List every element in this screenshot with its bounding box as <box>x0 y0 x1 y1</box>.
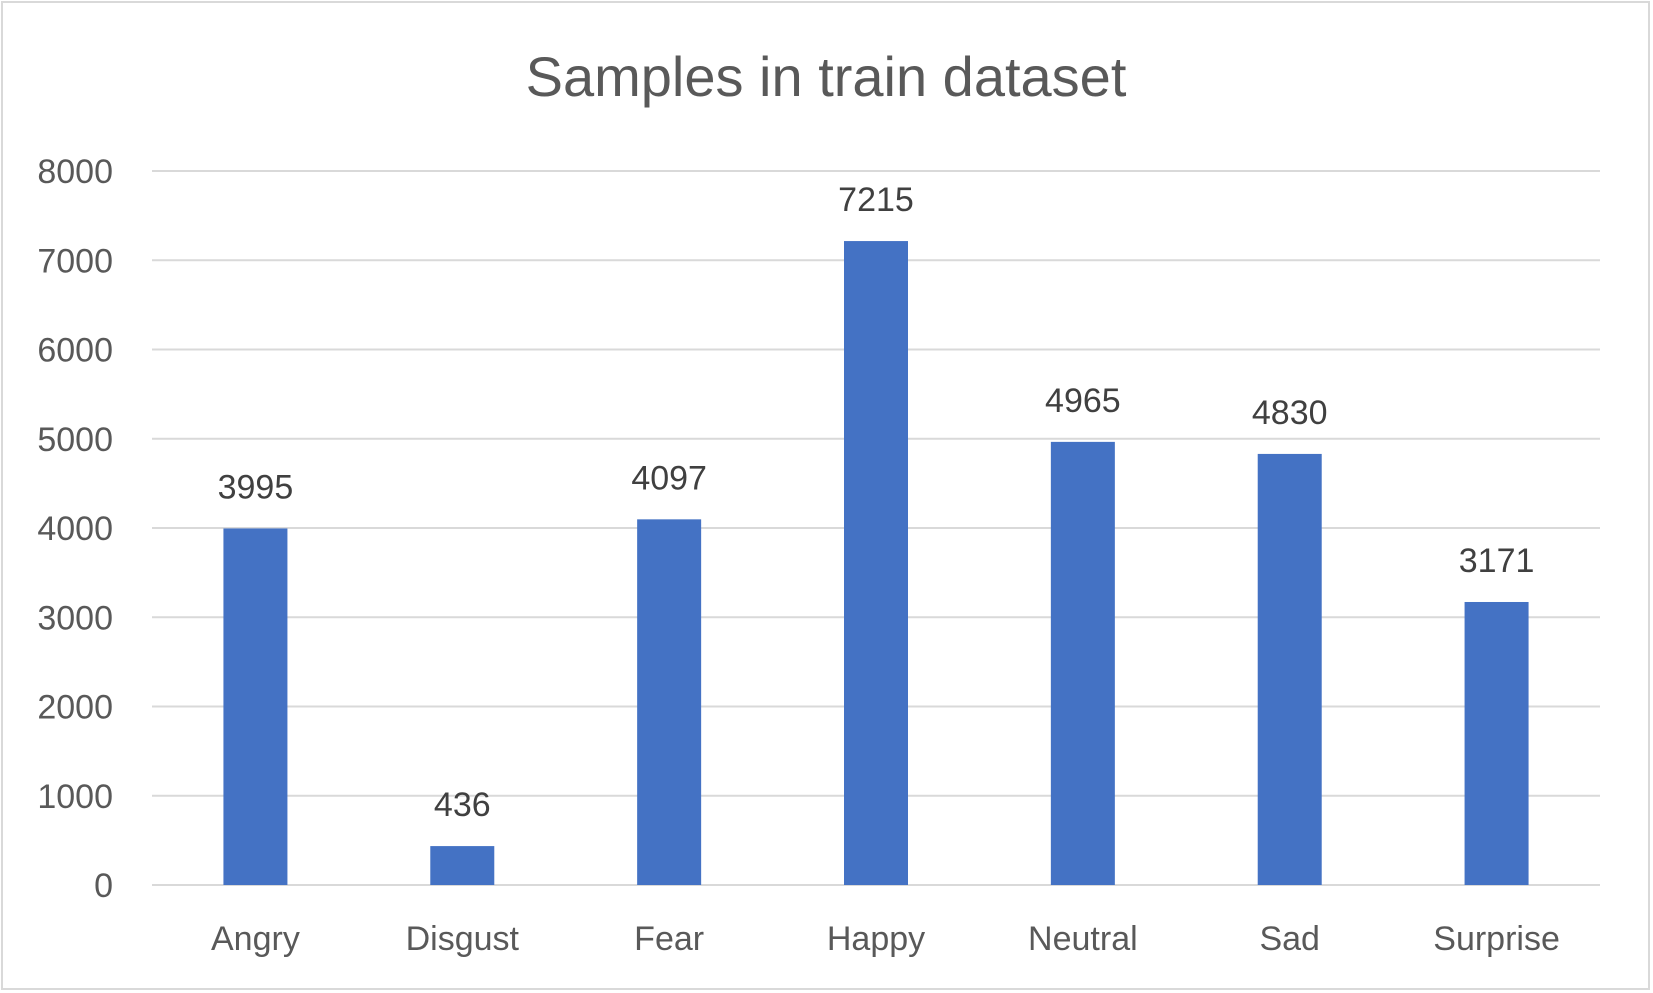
bar-neutral <box>1050 441 1115 885</box>
x-category-label: Neutral <box>1028 920 1138 958</box>
data-label: 3171 <box>1459 542 1535 580</box>
x-category-label: Fear <box>634 920 704 958</box>
y-tick-label: 2000 <box>37 689 113 727</box>
y-tick-label: 8000 <box>37 153 113 191</box>
y-axis-ticks: 0 1000 2000 3000 4000 5000 6000 7000 8000 <box>37 153 113 905</box>
y-tick-label: 6000 <box>37 332 113 370</box>
x-category-label: Happy <box>827 920 925 958</box>
x-category-label: Disgust <box>406 920 520 958</box>
bar-surprise <box>1464 601 1529 885</box>
x-category-label: Sad <box>1259 920 1320 958</box>
chart-title: Samples in train dataset <box>526 45 1127 108</box>
y-tick-label: 3000 <box>37 599 113 637</box>
bar-disgust <box>430 846 495 885</box>
bar-fear <box>637 519 702 885</box>
data-label: 4830 <box>1252 394 1328 432</box>
bar-sad <box>1257 453 1322 885</box>
y-tick-label: 7000 <box>37 242 113 280</box>
x-category-label: Angry <box>211 920 300 958</box>
x-category-label: Surprise <box>1433 920 1560 958</box>
y-tick-label: 1000 <box>37 778 113 816</box>
y-tick-label: 5000 <box>37 421 113 459</box>
bars <box>223 241 1529 885</box>
data-label: 7215 <box>838 181 914 219</box>
bar-happy <box>844 241 908 885</box>
data-label: 4965 <box>1045 382 1121 420</box>
data-label: 4097 <box>631 459 707 497</box>
bar-angry <box>223 528 288 885</box>
y-tick-label: 4000 <box>37 510 113 548</box>
data-labels: 3995 436 4097 7215 4965 4830 3171 <box>218 181 1535 824</box>
data-label: 3995 <box>218 468 294 506</box>
x-axis-categories: Angry Disgust Fear Happy Neutral Sad Surprise <box>211 920 1560 958</box>
data-label: 436 <box>434 786 491 824</box>
y-tick-label: 0 <box>94 867 113 905</box>
